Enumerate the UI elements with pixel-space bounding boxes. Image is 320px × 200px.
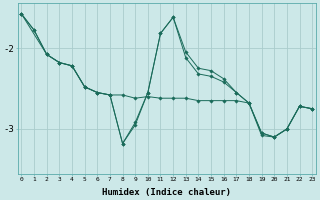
X-axis label: Humidex (Indice chaleur): Humidex (Indice chaleur) bbox=[102, 188, 231, 197]
